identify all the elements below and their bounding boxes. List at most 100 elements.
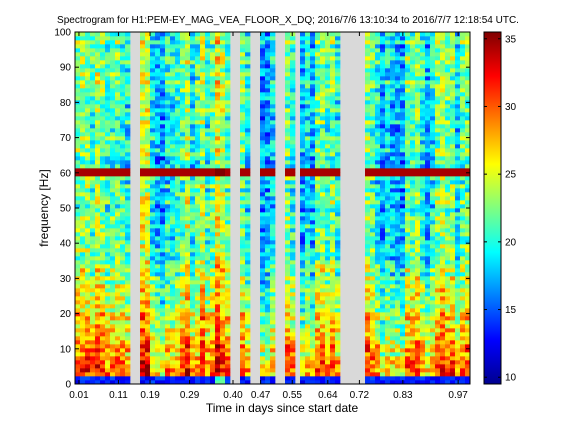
heatmap-cell: [240, 44, 246, 49]
heatmap-cell: [290, 48, 296, 53]
heatmap-cell: [120, 124, 126, 129]
heatmap-cell: [85, 372, 91, 377]
heatmap-cell: [265, 260, 271, 265]
heatmap-cell: [420, 176, 426, 181]
heatmap-cell: [220, 128, 226, 133]
heatmap-cell: [200, 376, 206, 381]
heatmap-cell: [365, 172, 371, 177]
heatmap-cell: [410, 108, 416, 113]
heatmap-cell: [425, 140, 431, 145]
heatmap-cell: [305, 276, 311, 281]
heatmap-cell: [105, 344, 111, 349]
heatmap-cell: [325, 196, 331, 201]
heatmap-cell: [160, 308, 166, 313]
heatmap-cell: [75, 224, 81, 229]
heatmap-cell: [150, 188, 156, 193]
heatmap-cell: [100, 136, 106, 141]
heatmap-cell: [245, 108, 251, 113]
heatmap-cell: [385, 332, 391, 337]
heatmap-cell: [320, 244, 326, 249]
heatmap-cell: [120, 152, 126, 157]
heatmap-cell: [170, 196, 176, 201]
heatmap-cell: [325, 284, 331, 289]
heatmap-cell: [335, 152, 341, 157]
heatmap-cell: [105, 332, 111, 337]
heatmap-cell: [110, 144, 116, 149]
heatmap-cell: [325, 200, 331, 205]
heatmap-cell: [315, 100, 321, 105]
heatmap-cell: [385, 196, 391, 201]
heatmap-cell: [120, 372, 126, 377]
heatmap-cell: [145, 296, 151, 301]
heatmap-cell: [145, 292, 151, 297]
heatmap-cell: [170, 248, 176, 253]
heatmap-cell: [170, 176, 176, 181]
heatmap-cell: [415, 248, 421, 253]
heatmap-cell: [205, 244, 211, 249]
heatmap-cell: [115, 256, 121, 261]
heatmap-cell: [190, 84, 196, 89]
heatmap-cell: [290, 68, 296, 73]
heatmap-cell: [200, 328, 206, 333]
heatmap-cell: [75, 64, 81, 69]
heatmap-cell: [185, 128, 191, 133]
heatmap-cell: [315, 276, 321, 281]
heatmap-cell: [315, 44, 321, 49]
heatmap-cell: [260, 360, 266, 365]
heatmap-cell: [195, 348, 201, 353]
heatmap-cell: [195, 280, 201, 285]
heatmap-cell: [220, 76, 226, 81]
heatmap-cell: [150, 164, 156, 169]
heatmap-cell: [260, 120, 266, 125]
heatmap-cell: [300, 312, 306, 317]
heatmap-cell: [400, 308, 406, 313]
heatmap-cell: [190, 112, 196, 117]
heatmap-cell: [390, 276, 396, 281]
heatmap-cell: [175, 84, 181, 89]
heatmap-cell: [405, 212, 411, 217]
heatmap-cell: [395, 164, 401, 169]
heatmap-cell: [365, 112, 371, 117]
heatmap-cell: [105, 304, 111, 309]
heatmap-cell: [385, 116, 391, 121]
heatmap-cell: [95, 112, 101, 117]
heatmap-cell: [240, 336, 246, 341]
heatmap-cell: [330, 256, 336, 261]
heatmap-cell: [145, 340, 151, 345]
heatmap-cell: [285, 184, 291, 189]
heatmap-cell: [225, 68, 231, 73]
heatmap-cell: [180, 256, 186, 261]
heatmap-cell: [160, 88, 166, 93]
heatmap-cell: [400, 184, 406, 189]
heatmap-cell: [225, 252, 231, 257]
heatmap-cell: [115, 348, 121, 353]
heatmap-cell: [190, 324, 196, 329]
heatmap-cell: [305, 188, 311, 193]
heatmap-cell: [140, 252, 146, 257]
heatmap-cell: [365, 212, 371, 217]
heatmap-cell: [240, 132, 246, 137]
heatmap-cell: [325, 340, 331, 345]
heatmap-cell: [270, 372, 276, 377]
heatmap-cell: [320, 324, 326, 329]
heatmap-cell: [180, 348, 186, 353]
heatmap-cell: [210, 72, 216, 77]
heatmap-cell: [205, 348, 211, 353]
heatmap-cell: [225, 244, 231, 249]
heatmap-cell: [285, 244, 291, 249]
heatmap-cell: [215, 204, 221, 209]
heatmap-cell: [245, 212, 251, 217]
heatmap-cell: [395, 156, 401, 161]
heatmap-cell: [195, 96, 201, 101]
heatmap-cell: [95, 148, 101, 153]
heatmap-cell: [420, 300, 426, 305]
heatmap-cell: [390, 360, 396, 365]
heatmap-cell: [305, 312, 311, 317]
heatmap-cell: [105, 72, 111, 77]
heatmap-cell: [310, 156, 316, 161]
heatmap-cell: [145, 68, 151, 73]
heatmap-cell: [375, 376, 381, 381]
heatmap-cell: [90, 356, 96, 361]
heatmap-cell: [95, 328, 101, 333]
heatmap-cell: [155, 72, 161, 77]
